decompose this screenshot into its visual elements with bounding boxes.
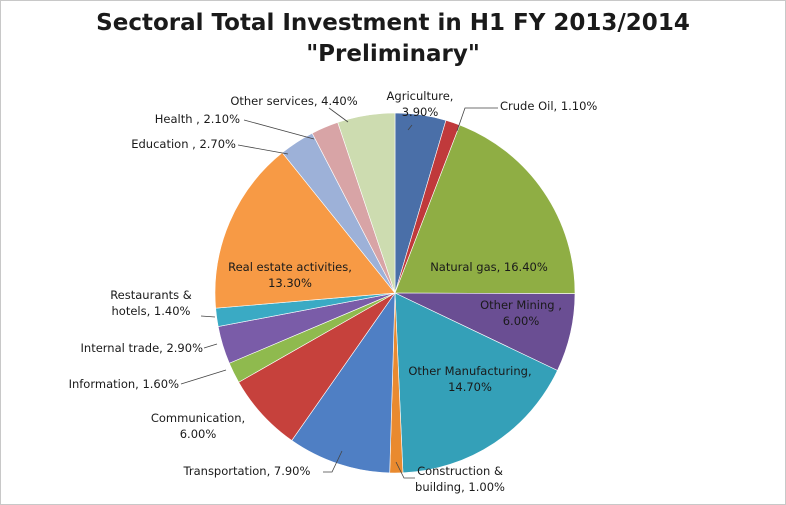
- leader-line: [180, 369, 227, 385]
- leader-line: [456, 107, 498, 132]
- chart-title: Sectoral Total Investment in H1 FY 2013/…: [0, 8, 786, 70]
- pie-slice: [291, 292, 396, 474]
- leader-line: [203, 343, 218, 349]
- data-label: Information, 1.60%: [69, 377, 179, 391]
- pie-slice: [337, 112, 396, 294]
- data-label: Education , 2.70%: [131, 137, 236, 151]
- leader-line: [407, 124, 413, 131]
- data-label: Other Manufacturing, 14.70%: [408, 364, 531, 394]
- data-label: Crude Oil, 1.10%: [500, 99, 597, 113]
- pie-slice: [394, 124, 576, 294]
- pie-slice: [394, 292, 558, 474]
- pie-slice: [214, 152, 396, 309]
- data-label: Internal trade, 2.90%: [81, 341, 204, 355]
- data-label: Real estate activities, 13.30%: [228, 260, 352, 290]
- data-label: Transportation, 7.90%: [183, 464, 311, 478]
- leader-line: [395, 461, 415, 479]
- leader-line: [237, 144, 289, 155]
- data-label: Agriculture, 3.90%: [387, 89, 454, 119]
- data-label: Other services, 4.40%: [230, 94, 357, 108]
- leader-line: [200, 315, 216, 318]
- leader-line: [328, 107, 349, 123]
- leader-line: [323, 450, 343, 473]
- chart-title-line2: "Preliminary": [306, 41, 480, 67]
- chart-title-line1: Sectoral Total Investment in H1 FY 2013/…: [96, 10, 690, 36]
- data-label: Natural gas, 16.40%: [430, 260, 548, 274]
- leader-line: [243, 119, 315, 140]
- data-label: Construction & building, 1.00%: [415, 464, 505, 494]
- data-label: Other Mining , 6.00%: [480, 298, 562, 328]
- data-label: Health , 2.10%: [155, 112, 240, 126]
- data-label: Restaurants & hotels, 1.40%: [110, 288, 192, 318]
- data-label: Communication, 6.00%: [151, 411, 245, 441]
